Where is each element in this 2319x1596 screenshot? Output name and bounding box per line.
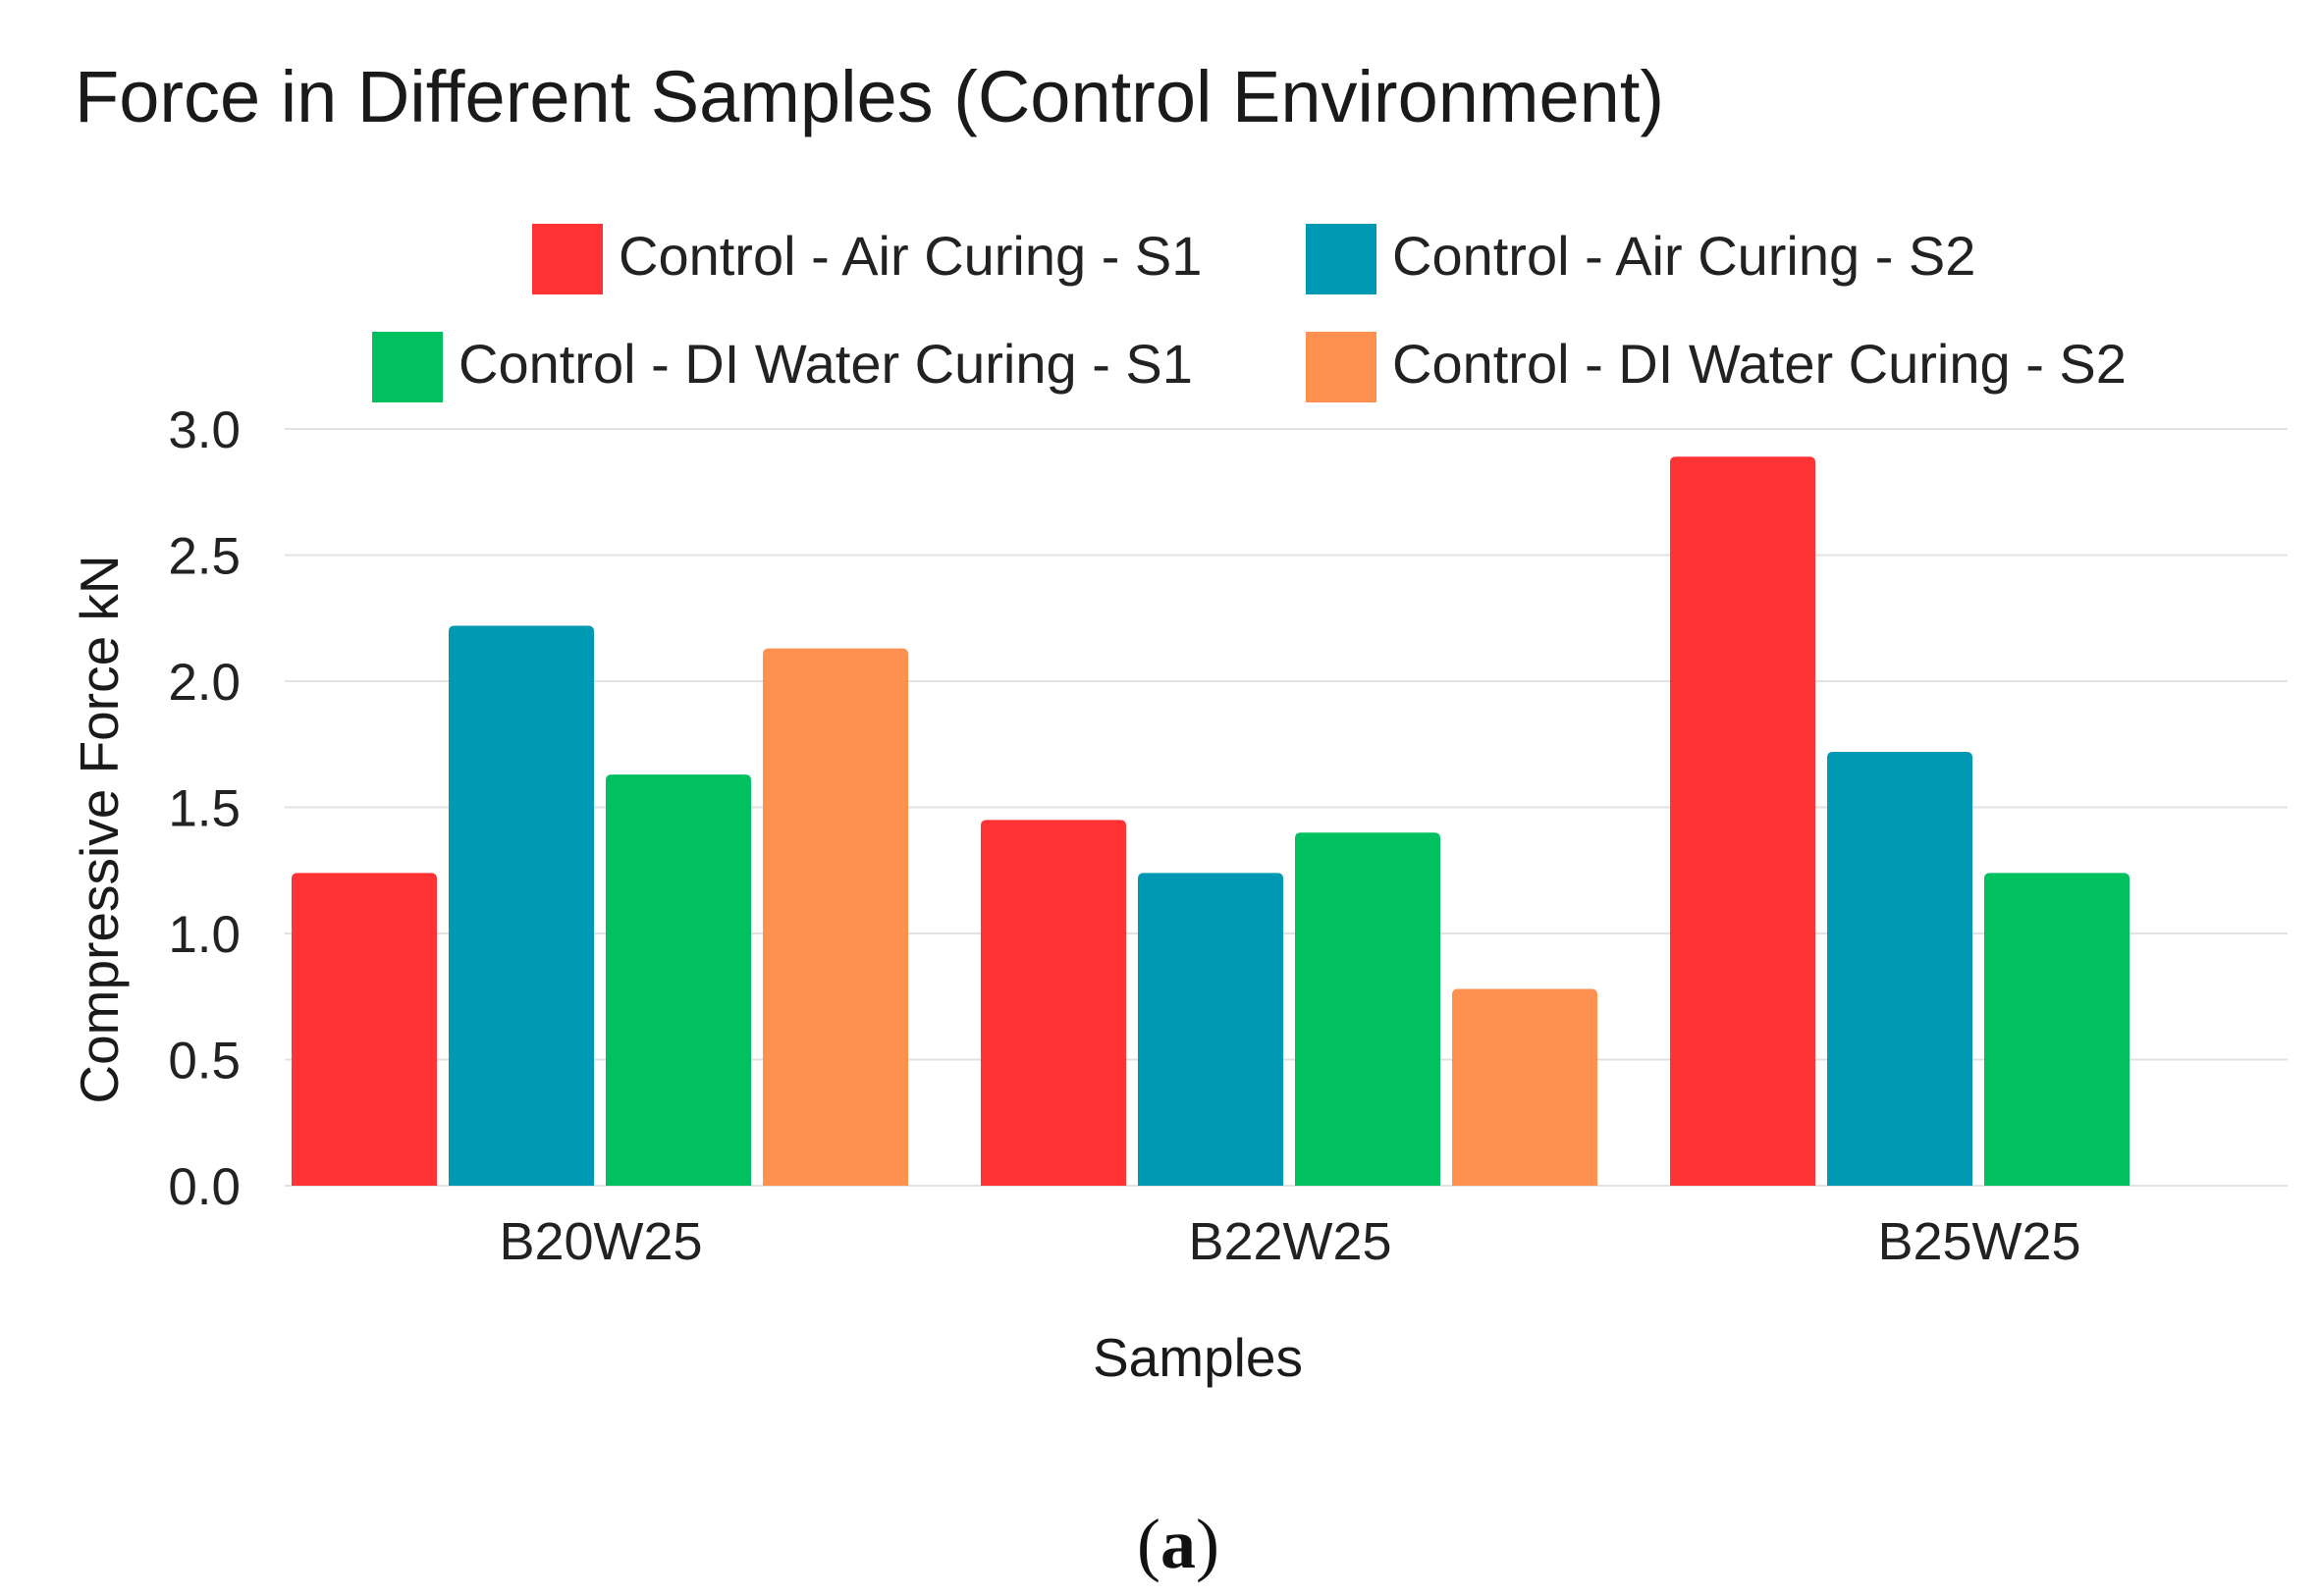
legend-label: Control - DI Water Curing - S1 — [458, 333, 1193, 395]
caption-letter: a — [1160, 1505, 1196, 1583]
y-axis-title: Compressive Force kN — [69, 555, 130, 1103]
bar-b20w25-series-3 — [606, 774, 751, 1186]
y-tick-label: 1.5 — [168, 780, 241, 838]
x-tick-label: B20W25 — [499, 1212, 702, 1271]
y-tick-label: 0.5 — [168, 1033, 241, 1091]
bar-b20w25-series-2 — [449, 625, 594, 1186]
bar-b20w25-series-4 — [763, 648, 908, 1186]
x-tick-label: B22W25 — [1188, 1212, 1391, 1271]
y-tick-label: 2.0 — [168, 654, 241, 712]
y-tick-label: 3.0 — [168, 401, 241, 459]
legend-label: Control - Air Curing - S2 — [1392, 225, 1975, 287]
x-axis-ticks: B20W25 B22W25 B25W25 — [499, 1212, 2080, 1271]
legend-swatch — [532, 224, 603, 294]
legend: Control - Air Curing - S1 Control - Air C… — [372, 224, 2127, 402]
chart-title: Force in Different Samples (Control Envi… — [75, 56, 1664, 137]
legend-swatch — [372, 332, 443, 402]
legend-label: Control - DI Water Curing - S2 — [1392, 333, 2127, 395]
bar-b22w25-series-2 — [1138, 873, 1283, 1186]
figure-caption: (a) — [1137, 1505, 1219, 1583]
bar-b22w25-series-4 — [1452, 988, 1597, 1186]
y-axis-ticks: 0.0 0.5 1.0 1.5 2.0 2.5 3.0 — [168, 401, 241, 1216]
y-tick-label: 0.0 — [168, 1158, 241, 1216]
legend-label: Control - Air Curing - S1 — [619, 225, 1202, 287]
caption-close-paren: ) — [1196, 1505, 1219, 1583]
caption-open-paren: ( — [1137, 1505, 1160, 1583]
bar-b22w25-series-3 — [1295, 832, 1440, 1186]
bars — [292, 456, 2130, 1186]
bar-b25w25-series-3 — [1984, 873, 2130, 1186]
bar-b25w25-series-1 — [1670, 456, 1815, 1186]
bar-b25w25-series-2 — [1827, 751, 1972, 1186]
bar-b20w25-series-1 — [292, 873, 437, 1186]
legend-swatch — [1306, 224, 1376, 294]
y-tick-label: 2.5 — [168, 528, 241, 586]
x-axis-title: Samples — [1093, 1327, 1303, 1388]
legend-swatch — [1306, 332, 1376, 402]
bar-b22w25-series-1 — [981, 820, 1126, 1186]
y-tick-label: 1.0 — [168, 906, 241, 964]
x-tick-label: B25W25 — [1877, 1212, 2080, 1271]
